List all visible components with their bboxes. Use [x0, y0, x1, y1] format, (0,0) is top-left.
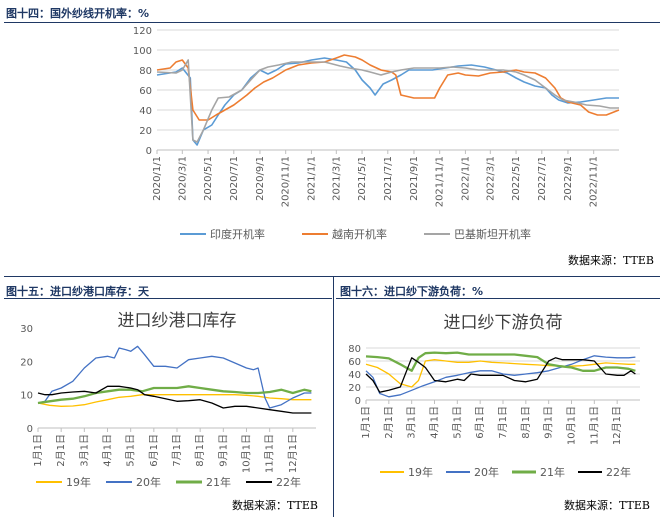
x-tick-label: 2022/9/1 — [563, 156, 574, 201]
x-tick-label: 8月1日 — [194, 434, 206, 467]
x-tick-label: 2月1日 — [383, 406, 395, 439]
y-tick-label: 0 — [146, 146, 152, 157]
figure-divider — [333, 277, 334, 517]
y-tick-label: 60 — [139, 86, 152, 97]
source-label-fig14: 数据来源：TTEB — [568, 254, 654, 267]
legend-label: 印度开机率 — [210, 227, 265, 241]
y-tick-label: 80 — [139, 66, 152, 77]
y-tick-label: 10 — [20, 391, 33, 402]
figure-16-title-rule — [336, 298, 660, 299]
series-line — [156, 54, 620, 121]
x-tick-label: 2020/1/1 — [152, 156, 163, 201]
chart-fig14: 0 20 40 60 80 100 120 2020/1/1 2020/3/1 2020/5/1 2… — [133, 26, 620, 241]
x-tick-label: 7月1日 — [171, 434, 183, 467]
x-tick-label: 2021/7/1 — [383, 156, 394, 201]
source-label-fig16: 数据来源：TTEB — [564, 499, 650, 512]
figure-14-bottom-rule — [4, 276, 660, 277]
y-tick-label: 0 — [27, 424, 33, 435]
legend-label: 22年 — [276, 475, 301, 489]
x-tick-label: 2月1日 — [55, 434, 67, 467]
figure-15-title: 图十五：进口纱港口库存：天 — [6, 285, 149, 298]
x-tick-label: 9月1日 — [217, 434, 229, 467]
chart-title: 进口纱下游负荷 — [444, 313, 563, 333]
series-line — [37, 385, 312, 414]
x-tick-label: 2021/9/1 — [409, 156, 420, 201]
chart-fig16: 进口纱下游负荷 0 20 40 60 80 1月1日 2月1日 3月1日 4月1日 5月1日 6月1日… — [348, 313, 640, 479]
x-tick-label: 2022/5/1 — [511, 156, 522, 201]
x-tick-label: 2021/11/1 — [435, 156, 446, 207]
x-tick-label: 2020/5/1 — [203, 156, 214, 201]
x-tick-label: 5月1日 — [125, 434, 137, 467]
legend-label: 越南开机率 — [332, 227, 387, 241]
legend-label: 21年 — [540, 465, 565, 479]
x-tick-label: 2022/1/1 — [460, 156, 471, 201]
figure-14-title: 图十四：国外纱线开机率：% — [6, 7, 150, 20]
x-tick-label: 6月1日 — [148, 434, 160, 467]
legend-label: 20年 — [136, 475, 161, 489]
x-tick-label: 2022/7/1 — [537, 156, 548, 201]
x-tick-label: 2021/5/1 — [357, 156, 368, 201]
series-line — [37, 394, 312, 407]
x-tick-label: 3月1日 — [78, 434, 90, 467]
x-tick-label: 2020/3/1 — [177, 156, 188, 201]
y-tick-label: 80 — [348, 344, 361, 355]
x-tick-label: 10月1日 — [566, 406, 578, 445]
x-tick-label: 12月1日 — [287, 434, 299, 473]
y-tick-label: 20 — [139, 126, 152, 137]
x-tick-label: 2021/3/1 — [331, 156, 342, 201]
legend-label: 19年 — [408, 465, 433, 479]
x-tick-label: 1月1日 — [360, 406, 372, 439]
x-tick-label: 10月1日 — [241, 434, 253, 473]
y-tick-label: 20 — [20, 357, 33, 368]
series-line — [37, 345, 312, 409]
x-tick-label: 2022/11/1 — [589, 156, 600, 207]
x-tick-label: 3月1日 — [406, 406, 418, 439]
x-tick-label: 11月1日 — [264, 434, 276, 473]
series-line — [37, 385, 312, 405]
figure-14-title-rule — [4, 22, 660, 23]
y-tick-label: 100 — [133, 46, 152, 57]
y-tick-label: 40 — [139, 106, 152, 117]
chart-title: 进口纱港口库存 — [118, 311, 237, 331]
legend-label: 21年 — [206, 475, 231, 489]
figure-16-title: 图十六：进口纱下游负荷：% — [340, 285, 484, 298]
x-tick-label: 6月1日 — [474, 406, 486, 439]
legend-label: 19年 — [66, 475, 91, 489]
series-line — [365, 355, 636, 398]
x-tick-label: 2020/9/1 — [255, 156, 266, 201]
y-tick-label: 40 — [348, 370, 361, 381]
chart-fig15: 进口纱港口库存 0 10 20 30 1月1日 2月1日 3月1日 4月1日 5月1日 6月1日 7月… — [20, 311, 316, 489]
series-line — [365, 357, 636, 393]
y-tick-label: 60 — [348, 357, 361, 368]
x-tick-label: 4月1日 — [429, 406, 441, 439]
figure-15-title-rule — [4, 298, 332, 299]
x-tick-label: 5月1日 — [451, 406, 463, 439]
y-tick-label: 30 — [20, 324, 33, 335]
y-tick-label: 0 — [355, 396, 361, 407]
x-tick-label: 12月1日 — [611, 406, 623, 445]
x-tick-label: 2020/11/1 — [281, 156, 292, 207]
legend-label: 20年 — [474, 465, 499, 479]
series-line — [156, 59, 619, 143]
x-tick-label: 2020/7/1 — [229, 156, 240, 201]
y-tick-label: 20 — [348, 383, 361, 394]
x-tick-label: 11月1日 — [588, 406, 600, 445]
x-tick-label: 8月1日 — [520, 406, 532, 439]
series-line — [365, 351, 636, 372]
x-tick-label: 2021/1/1 — [306, 156, 317, 201]
x-tick-label: 9月1日 — [543, 406, 555, 439]
y-tick-label: 120 — [133, 26, 152, 37]
x-tick-label: 2022/3/1 — [485, 156, 496, 201]
x-tick-label: 1月1日 — [32, 434, 44, 467]
legend-label: 22年 — [606, 465, 631, 479]
source-label-fig15: 数据来源：TTEB — [232, 499, 318, 512]
legend-label: 巴基斯坦开机率 — [454, 227, 531, 241]
x-tick-label: 4月1日 — [102, 434, 114, 467]
series-line — [156, 57, 619, 146]
series-line — [365, 359, 636, 388]
x-tick-label: 7月1日 — [497, 406, 509, 439]
